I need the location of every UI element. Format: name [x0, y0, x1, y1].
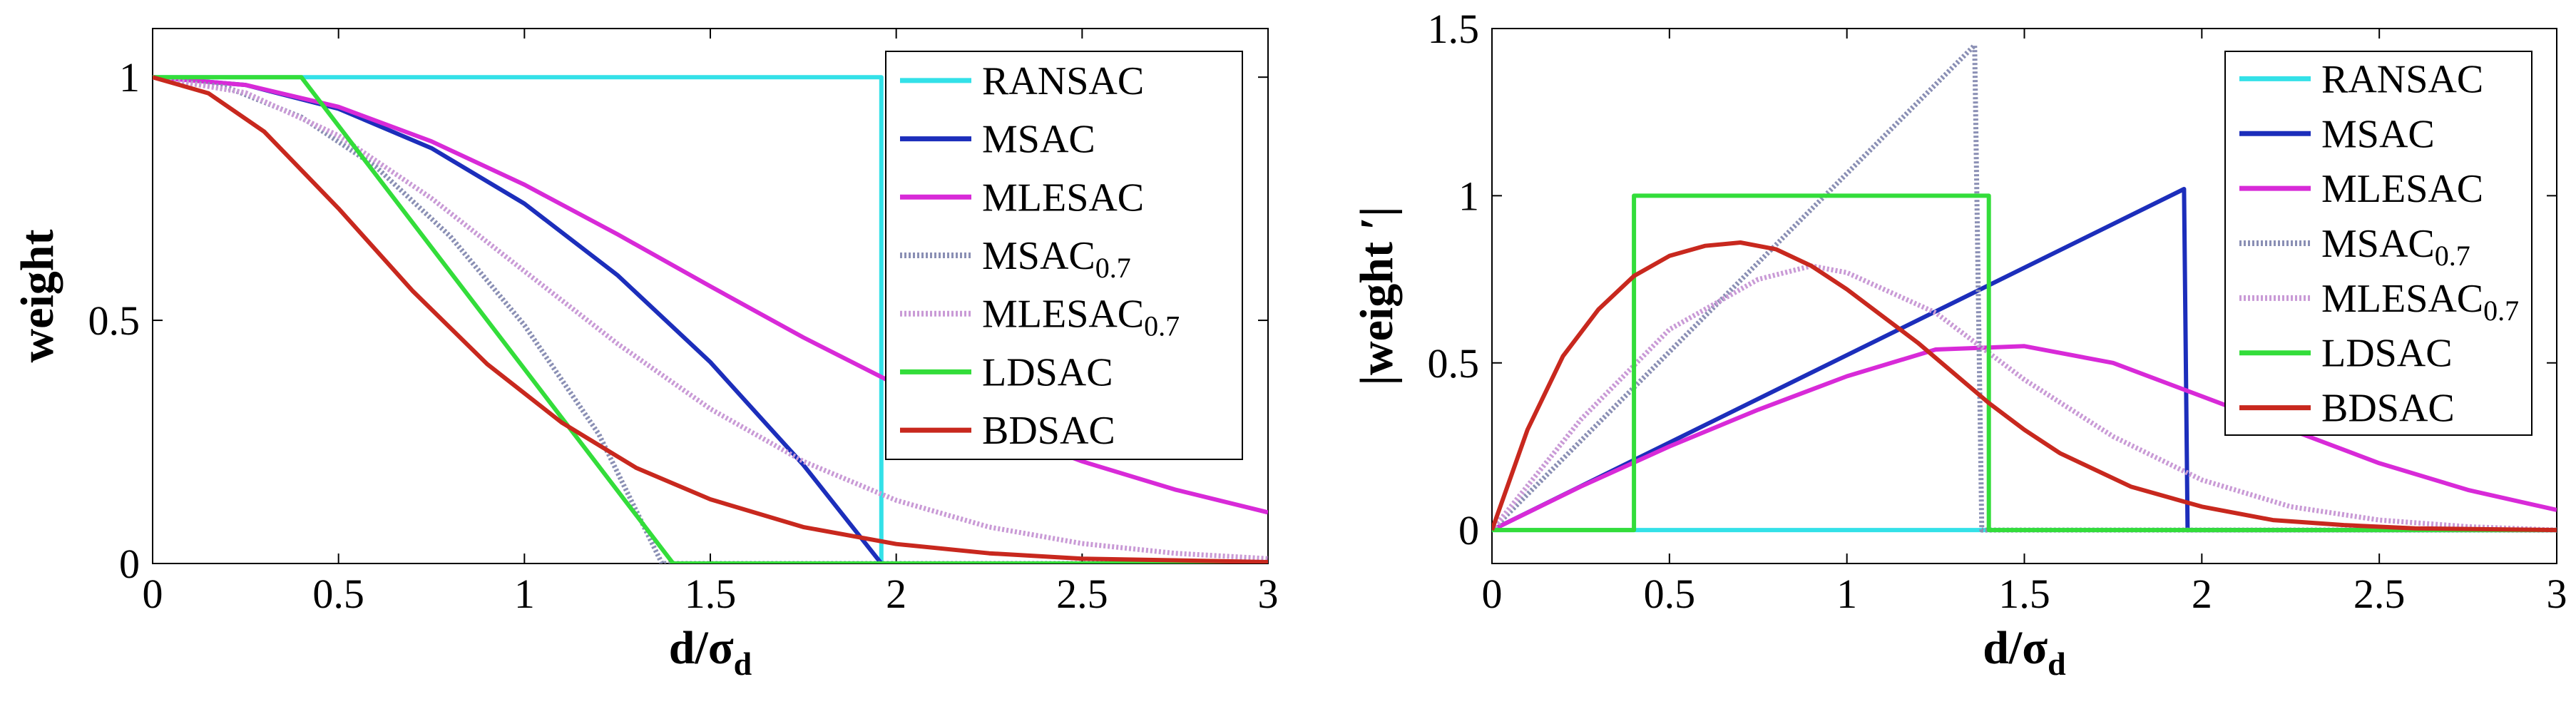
- x-tick-label: 0.5: [312, 571, 364, 617]
- legend-label: MSAC: [982, 118, 1095, 162]
- y-tick-label: 1.5: [1428, 6, 1480, 52]
- legend-label: BDSAC: [2321, 387, 2455, 431]
- x-tick-label: 1: [1836, 571, 1857, 617]
- legend-label: MLESAC0.7: [2321, 277, 2519, 327]
- series-line-mlesac: [153, 75, 1268, 515]
- legend-label: RANSAC: [982, 59, 1144, 103]
- series-group: [153, 74, 1268, 563]
- y-tick-label: 0.5: [1428, 340, 1480, 387]
- y-tick-label: 0: [1458, 507, 1479, 554]
- series-line-bdsac: [1492, 240, 2557, 533]
- legend-box: [885, 51, 1243, 460]
- x-tick-label: 2.5: [1056, 571, 1108, 617]
- x-axis-label: d/σd: [669, 622, 752, 682]
- y-tick-label: 1: [119, 54, 140, 101]
- x-tick-label: 2: [886, 571, 906, 617]
- y-tick-label: 1: [1458, 173, 1479, 219]
- x-tick-label: 2.5: [2353, 571, 2406, 617]
- legend-label: RANSAC: [2321, 57, 2483, 101]
- x-tick-label: 3: [2547, 571, 2567, 617]
- x-tick-label: 0.5: [1644, 571, 1696, 617]
- x-tick-label: 3: [1258, 571, 1279, 617]
- y-tick-label: 0: [119, 541, 140, 587]
- series-line-mlesac: [1492, 344, 2557, 532]
- legend-label: MLESAC: [2321, 167, 2483, 211]
- legend-label: MSAC: [2321, 112, 2435, 156]
- x-tick-label: 1: [514, 571, 535, 617]
- x-tick-label: 2: [2192, 571, 2212, 617]
- series-line-msac-07: [153, 74, 1268, 563]
- weight-derivative-chart: 0 0.5 1 1.5 2 2.5 3 0 0.5 1 1.5 d/σd |weight ′| RANSA…: [1351, 6, 2567, 682]
- x-tick-label: 1.5: [685, 571, 737, 617]
- legend-label: BDSAC: [982, 409, 1115, 453]
- series-line-bdsac: [153, 75, 1268, 563]
- legend-label: MSAC0.7: [982, 234, 1131, 284]
- legend-label: LDSAC: [2321, 332, 2453, 376]
- x-axis-label: d/σd: [1983, 622, 2066, 682]
- y-axis-label: |weight ′|: [1351, 206, 1403, 385]
- series-line-ransac: [153, 75, 1268, 563]
- series-line-ldsac: [153, 75, 1268, 563]
- legend-label: LDSAC: [982, 350, 1113, 394]
- legend-label: MLESAC0.7: [982, 292, 1180, 342]
- series-group: [1492, 42, 2557, 533]
- series-line-ldsac: [1492, 193, 2557, 533]
- y-axis-label: weight: [11, 229, 63, 362]
- legend-label: MLESAC: [982, 175, 1144, 220]
- x-tick-label: 1.5: [1998, 571, 2050, 617]
- legend-box: [2224, 51, 2532, 436]
- x-tick-label: 0: [143, 571, 163, 617]
- x-tick-label: 0: [1482, 571, 1503, 617]
- legend-label: MSAC0.7: [2321, 222, 2470, 272]
- weight-chart: 0 0.5 1 1.5 2 2.5 3 0 0.5 1 d/σd weight RANSAC MSAC ML…: [11, 28, 1279, 682]
- y-tick-label: 0.5: [88, 297, 140, 344]
- series-line-mlesac-07: [1492, 263, 2557, 533]
